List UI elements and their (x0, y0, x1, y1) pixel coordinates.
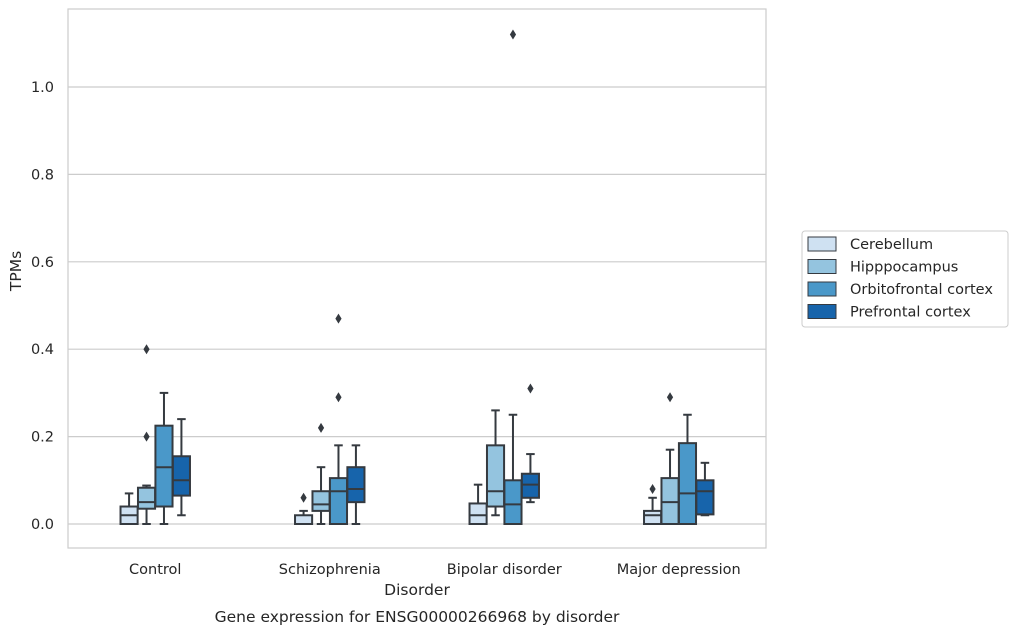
box-iqr (485, 444, 506, 508)
outlier-point (317, 422, 325, 433)
legend-swatch (807, 259, 837, 274)
y-tick-labels: 0.0 0.2 0.4 0.6 0.8 1.0 (31, 80, 54, 533)
box-prefrontal-cortex-control (171, 418, 191, 517)
box-iqr (520, 472, 540, 499)
outlier-point (527, 383, 534, 394)
x-tick-label: Major depression (617, 562, 741, 578)
box-cerebellum-control (119, 492, 139, 525)
box-iqr (136, 486, 157, 510)
box-prefrontal-cortex-bipolar-disorder (520, 383, 540, 504)
legend-label: Orbitofrontal cortex (850, 282, 993, 298)
legend-swatch (807, 304, 837, 319)
box-cerebellum-bipolar-disorder (468, 483, 488, 525)
legend-label: Cerebellum (850, 237, 933, 253)
x-tick-label: Schizophrenia (279, 562, 381, 578)
legend-label: Hipppocampus (850, 260, 958, 276)
plot-area-frame (67, 8, 767, 549)
box-prefrontal-cortex-schizophrenia (346, 444, 366, 525)
outlier-point (649, 484, 656, 495)
box-iqr (468, 502, 488, 525)
outlier-point (143, 344, 150, 355)
outlier-point (509, 29, 517, 40)
box-iqr (171, 455, 191, 497)
legend-swatch (807, 281, 837, 297)
x-axis-label: Disorder (384, 581, 450, 599)
y-gridlines (68, 86, 766, 525)
boxes (119, 29, 715, 526)
box-cerebellum-major-depression (643, 484, 663, 526)
box-iqr (328, 477, 349, 525)
box-iqr (154, 424, 174, 508)
box-iqr (503, 479, 523, 525)
y-tick-label: 0.6 (31, 255, 54, 271)
outlier-point (335, 392, 342, 403)
outlier-point (335, 313, 342, 324)
box-hipppocampus-control (136, 344, 157, 525)
x-tick-labels: Control Schizophrenia Bipolar disorder Majo… (129, 562, 741, 578)
box-iqr (346, 466, 366, 504)
box-hipppocampus-bipolar-disorder (485, 409, 506, 517)
box-orbitofrontal-cortex-bipolar-disorder (503, 29, 523, 525)
box-prefrontal-cortex-major-depression (695, 461, 715, 517)
y-tick-label: 0.2 (31, 430, 54, 446)
box-orbitofrontal-cortex-major-depression (677, 413, 698, 525)
box-cerebellum-schizophrenia (294, 492, 314, 526)
box-iqr (677, 442, 698, 525)
outlier-point (666, 392, 674, 403)
outlier-point (300, 492, 307, 503)
box-iqr (311, 490, 331, 512)
y-axis-label: TPMs (7, 251, 25, 292)
y-tick-label: 0.0 (31, 517, 54, 533)
box-iqr (695, 479, 715, 516)
legend-label: Prefrontal cortex (850, 305, 971, 321)
y-tick-label: 0.4 (31, 342, 54, 358)
box-iqr (660, 477, 680, 525)
outlier-point (143, 431, 150, 442)
legend: Cerebellum Hipppocampus Orbitofrontal cort… (801, 230, 1009, 328)
x-tick-label: Bipolar disorder (447, 562, 562, 578)
legend-frame (801, 230, 1009, 328)
legend-swatch (807, 236, 837, 252)
x-tick-label: Control (129, 562, 181, 578)
box-orbitofrontal-cortex-schizophrenia (328, 313, 349, 525)
chart-caption: Gene expression for ENSG00000266968 by d… (215, 608, 620, 626)
box-iqr (643, 509, 663, 526)
box-iqr (294, 514, 314, 526)
y-tick-label: 1.0 (31, 80, 54, 96)
y-tick-label: 0.8 (31, 167, 54, 183)
